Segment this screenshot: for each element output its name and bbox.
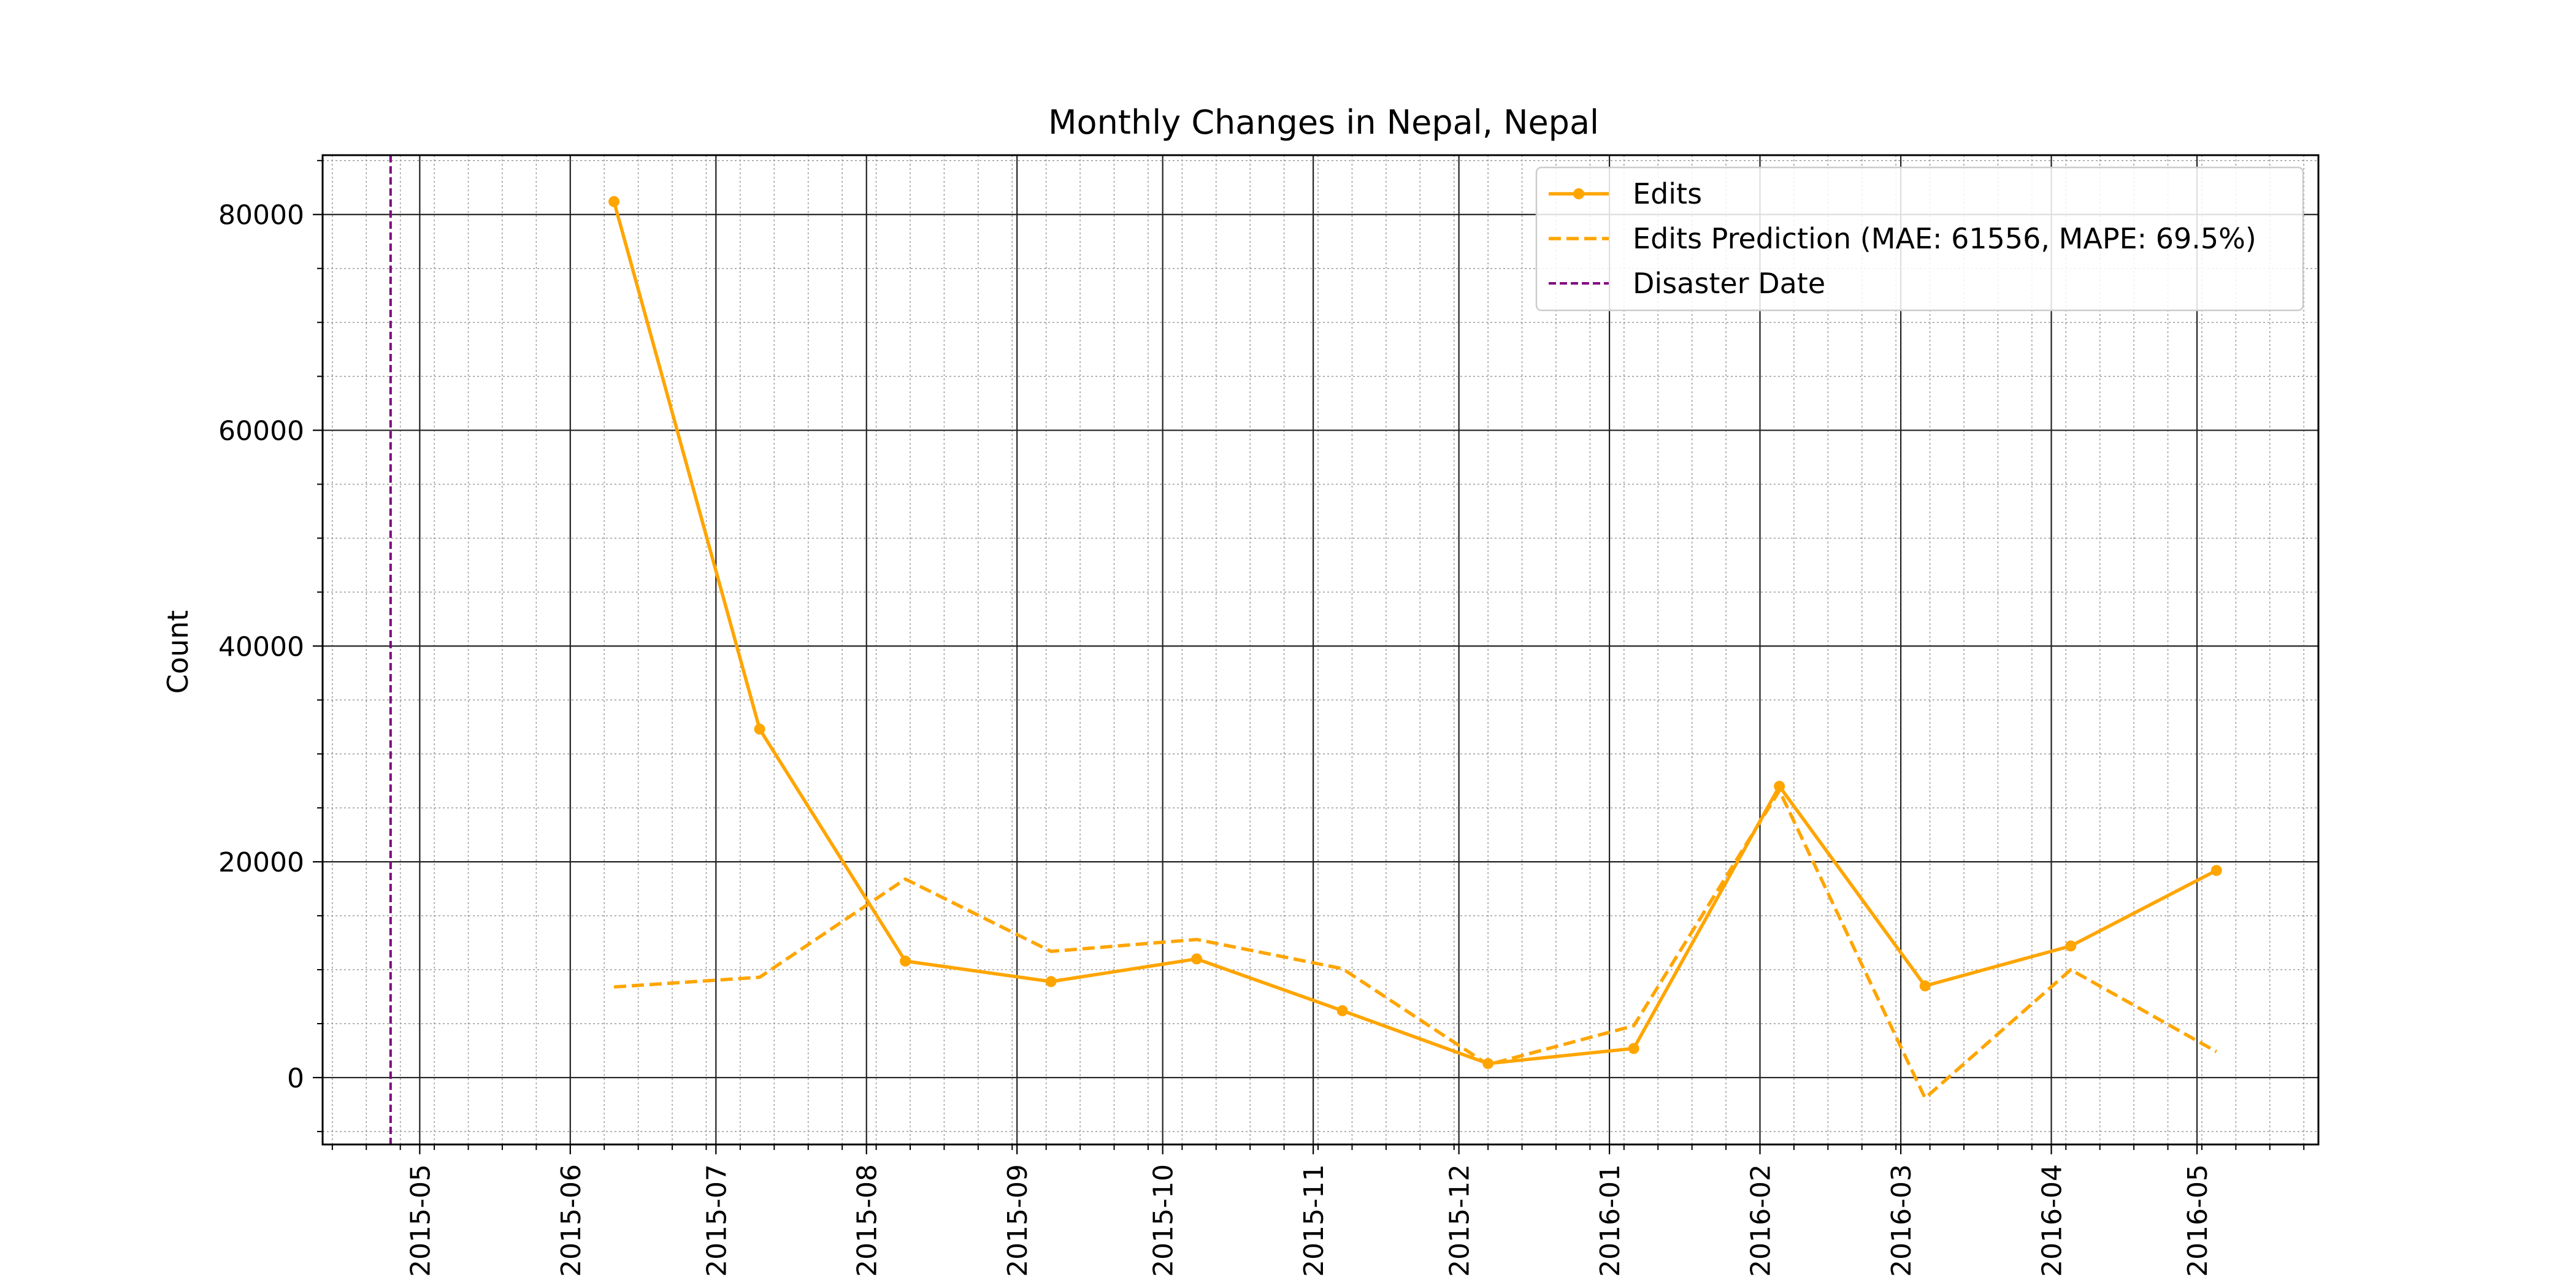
edits-point [2065,940,2077,952]
x-tick-label: 2016-01 [1595,1164,1626,1277]
legend-entry-edits-label: Edits [1633,177,1702,210]
plot-frame [321,154,2320,1146]
y-tick-label: 80000 [218,200,304,231]
x-tick-label: 2015-11 [1298,1164,1330,1277]
edits-point [754,723,765,735]
edits-point [1774,781,1785,792]
legend-entry-disaster-date-label: Disaster Date [1633,267,1825,300]
y-tick-label: 60000 [218,416,304,447]
edits-point [1336,1005,1348,1016]
edits-point [1191,953,1203,965]
edits-prediction-line [613,789,2218,1100]
legend-entry-edits-prediction-label: Edits Prediction (MAE: 61556, MAPE: 69.5… [1633,222,2256,255]
x-tick-label: 2015-05 [405,1164,436,1277]
edits-point [900,955,911,967]
y-tick-label: 0 [287,1063,304,1094]
x-tick-label: 2016-05 [2182,1164,2214,1277]
x-tick-label: 2015-07 [701,1164,732,1277]
x-tick-label: 2015-10 [1148,1164,1179,1277]
edits-point [608,196,620,207]
x-tick-label: 2015-08 [852,1164,883,1277]
y-axis-label: Count [161,610,194,694]
x-tick-label: 2016-04 [2037,1164,2068,1277]
edits-point [1628,1043,1639,1054]
x-tick-label: 2015-09 [1002,1164,1033,1277]
x-tick-label: 2016-03 [1886,1164,1917,1277]
edits-point [1045,976,1057,987]
x-tick-label: 2016-02 [1746,1164,1777,1277]
x-tick-label: 2015-12 [1444,1164,1476,1277]
chart-title: Monthly Changes in Nepal, Nepal [1048,103,1599,142]
edits-point [1919,980,1931,992]
legend-box [1535,166,2304,312]
y-tick-label: 20000 [218,847,304,878]
y-tick-label: 40000 [218,631,304,662]
legend-entry-edits-marker [1573,188,1584,199]
edits-point [2210,865,2222,876]
edits-line [612,201,2218,1065]
legend: Edits Edits Prediction (MAE: 61556, MAPE:… [1535,166,2304,312]
x-tick-label: 2015-06 [556,1164,587,1277]
plot-area: 0 20000 40000 60000 80000 2015-05 2015-06 2015-… [218,154,2320,1277]
